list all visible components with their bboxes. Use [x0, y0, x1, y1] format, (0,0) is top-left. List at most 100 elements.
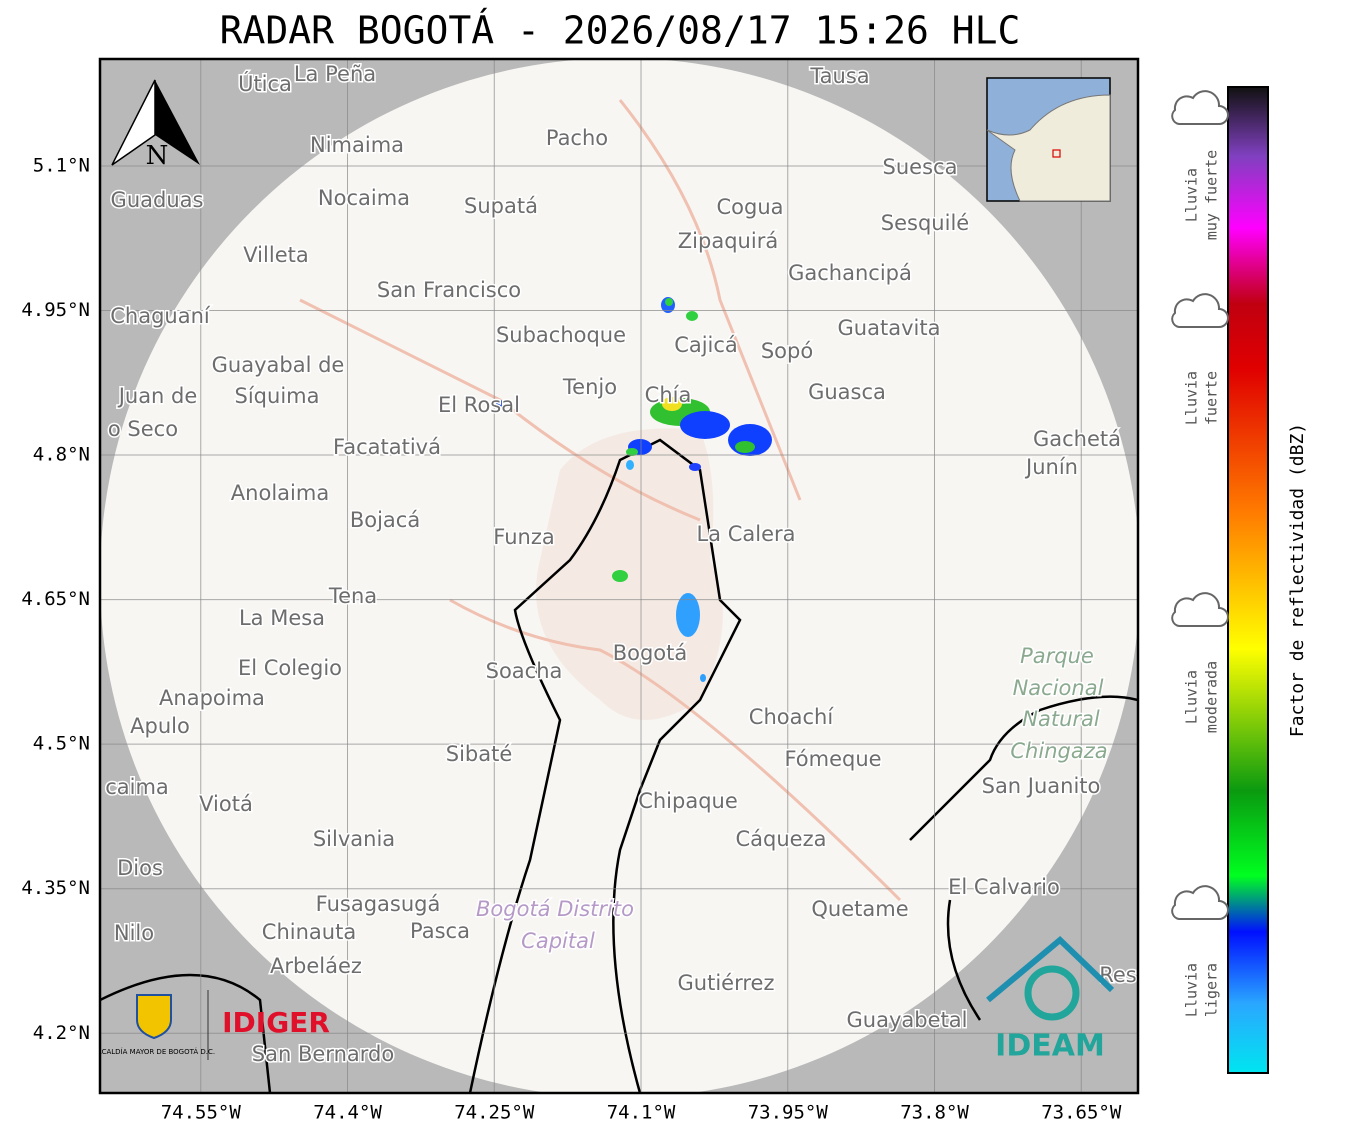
place-label: Sopó	[761, 339, 813, 363]
compass: N	[111, 79, 200, 171]
place-label: Fómeque	[784, 747, 881, 771]
place-label: Nimaima	[310, 133, 404, 157]
x-tick-label: 74.25°W	[454, 1102, 535, 1124]
park-label: Chingaza	[1010, 739, 1107, 763]
graticule	[100, 59, 1138, 1093]
place-label: San Francisco	[377, 278, 521, 302]
place-label: Supatá	[464, 194, 538, 218]
place-label: Chaguaní	[110, 304, 211, 328]
y-tick-label: 4.2°N	[33, 1022, 90, 1044]
place-label: Cajicá	[674, 333, 738, 357]
alcaldia-label: ALCALDÍA MAYOR DE BOGOTÁ D.C.	[93, 1047, 215, 1056]
place-label: Sesquilé	[881, 211, 969, 235]
place-label: Chipaque	[638, 789, 738, 813]
place-label: Chinauta	[262, 920, 356, 944]
y-tick-label: 4.35°N	[21, 877, 90, 899]
place-label: Gachancipá	[788, 261, 912, 285]
place-label: Viotá	[199, 792, 253, 816]
district-label: Capital	[521, 929, 595, 953]
place-label: Pasca	[410, 919, 470, 943]
x-tick-label: 73.8°W	[900, 1102, 969, 1124]
inset-map	[986, 77, 1111, 202]
place-label: La Peña	[294, 62, 376, 86]
district-label: Bogotá Distrito	[476, 897, 634, 921]
rain-icon	[1171, 592, 1229, 627]
place-label: Gachetá	[1033, 427, 1121, 451]
rain-category-label: Lluvia	[1183, 670, 1201, 724]
rain-category: Lluvia ligera	[1171, 885, 1229, 1017]
y-tick-label: 4.65°N	[21, 588, 90, 610]
axes: 74.55°W 74.4°W 74.25°W 74.1°W 73.95°W 73.8°W 7…	[21, 154, 1121, 1123]
rain-category: Lluvia muy fuerte	[1171, 90, 1229, 240]
place-label: San Bernardo	[252, 1042, 394, 1066]
place-label: Soacha	[486, 659, 563, 683]
park-label: Nacional	[1013, 676, 1104, 700]
rain-icon	[1171, 90, 1229, 125]
title: RADAR BOGOTÁ - 2026/08/17 15:26 HLC	[220, 9, 1021, 53]
place-label: Tena	[328, 584, 377, 608]
place-label: El Calvario	[948, 875, 1060, 899]
place-label: Síquima	[235, 384, 320, 408]
place-label: Suesca	[883, 155, 958, 179]
place-labels: Útica La Peña Tausa Pacho Nimaima Suesca Guadu…	[104, 61, 1138, 1068]
place-label: Nocaima	[318, 186, 410, 210]
x-tick-label: 74.55°W	[161, 1102, 242, 1124]
rain-category-label: muy fuerte	[1203, 150, 1221, 240]
place-label: Fusagasugá	[316, 892, 441, 916]
place-label: o Seco	[108, 417, 178, 441]
place-label: Cogua	[716, 195, 783, 219]
place-label: caima	[105, 775, 169, 799]
place-label: El Rosal	[438, 393, 520, 417]
place-label: Apulo	[130, 714, 190, 738]
place-label: Bojacá	[350, 508, 420, 532]
colorbar	[1227, 86, 1269, 1074]
y-tick-label: 4.95°N	[21, 299, 90, 321]
park-label: Natural	[1022, 707, 1100, 731]
place-label: Subachoque	[496, 323, 626, 347]
place-label: Arbeláez	[270, 954, 362, 978]
x-tick-label: 74.4°W	[313, 1102, 382, 1124]
place-label: El Colegio	[238, 656, 342, 680]
place-label: San Juanito	[982, 774, 1101, 798]
map: Útica La Peña Tausa Pacho Nimaima Suesca Guadu…	[93, 59, 1138, 1093]
place-label: Choachí	[749, 705, 835, 729]
radar-echoes	[496, 297, 772, 682]
place-label: Útica	[238, 71, 292, 96]
rain-category-label: ligera	[1203, 963, 1221, 1017]
rain-category-label: Lluvia	[1183, 371, 1201, 425]
place-label: Junín	[1024, 455, 1078, 479]
y-tick-label: 4.5°N	[33, 733, 90, 755]
place-label: Guatavita	[838, 316, 941, 340]
department-border	[100, 695, 1138, 1093]
place-label: Guayabetal	[847, 1008, 968, 1032]
place-label: Dios	[117, 856, 163, 880]
logo-alcaldia: ALCALDÍA MAYOR DE BOGOTÁ D.C. IDIGER	[93, 990, 330, 1060]
place-label: Pacho	[546, 126, 608, 150]
ideam-label: IDEAM	[995, 1029, 1105, 1064]
park-label: Parque	[1020, 644, 1094, 668]
rain-category-label: moderada	[1203, 661, 1221, 733]
place-label: Guaduas	[111, 188, 204, 212]
place-label: La Mesa	[239, 606, 325, 630]
place-label: Guasca	[808, 380, 886, 404]
idiger-label: IDIGER	[222, 1006, 330, 1039]
place-label: Tausa	[809, 64, 869, 88]
place-label: Bogotá	[613, 641, 688, 665]
rain-icon	[1171, 885, 1229, 920]
place-label: Silvania	[313, 827, 395, 851]
place-label: Villeta	[243, 243, 308, 267]
place-label: Funza	[493, 525, 554, 549]
x-tick-label: 74.1°W	[607, 1102, 676, 1124]
place-label: Cáqueza	[736, 827, 827, 851]
x-tick-label: 73.95°W	[748, 1102, 829, 1124]
place-label: Sibaté	[446, 742, 513, 766]
rain-category-label: Lluvia	[1183, 963, 1201, 1017]
north-label: N	[146, 141, 169, 171]
place-label: Gutiérrez	[678, 971, 775, 995]
rain-category-label: fuerte	[1203, 371, 1221, 425]
rain-icon	[1171, 293, 1229, 328]
place-label: Facatativá	[333, 435, 441, 459]
logo-ideam: IDEAM	[986, 935, 1115, 1064]
